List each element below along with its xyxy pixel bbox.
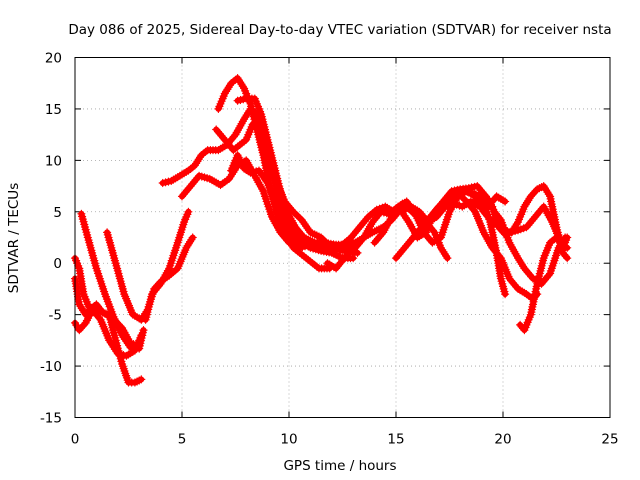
x-tick-label: 10 (280, 432, 297, 448)
y-axis-label: SDTVAR / TECUs (6, 183, 22, 293)
y-tick-label: 0 (53, 256, 62, 272)
x-tick-label: 5 (178, 432, 187, 448)
y-tick-label: -5 (49, 308, 62, 324)
data-series (70, 74, 572, 387)
y-tick-label: -10 (40, 359, 62, 375)
y-tick-label: 5 (53, 205, 62, 221)
grid-lines (75, 57, 610, 418)
x-tick-label: 15 (387, 432, 404, 448)
x-tick-label: 20 (494, 432, 511, 448)
y-tick-label: 10 (45, 153, 62, 169)
x-tick-label: 0 (71, 432, 80, 448)
series-markers (141, 207, 193, 324)
x-axis-label: GPS time / hours (283, 458, 396, 474)
series-markers (516, 233, 572, 335)
chart-title: Day 086 of 2025, Sidereal Day-to-day VTE… (68, 22, 611, 38)
plot-frame (74, 57, 611, 418)
series-arc-12 (227, 151, 362, 257)
series-arc-20 (516, 233, 572, 335)
y-tick-label: 15 (45, 102, 62, 118)
series-markers (445, 189, 542, 304)
y-tick-label: -15 (40, 411, 62, 427)
series-arc-18 (445, 189, 542, 304)
axis-ticks: 0 5 10 15 20 25 -15 -10 -5 0 5 10 15 20 (40, 51, 619, 448)
x-tick-label: 25 (601, 432, 618, 448)
series-arc-1 (70, 254, 146, 387)
y-tick-label: 20 (45, 51, 62, 67)
series-markers (227, 151, 362, 257)
series-arc-6 (141, 207, 193, 324)
